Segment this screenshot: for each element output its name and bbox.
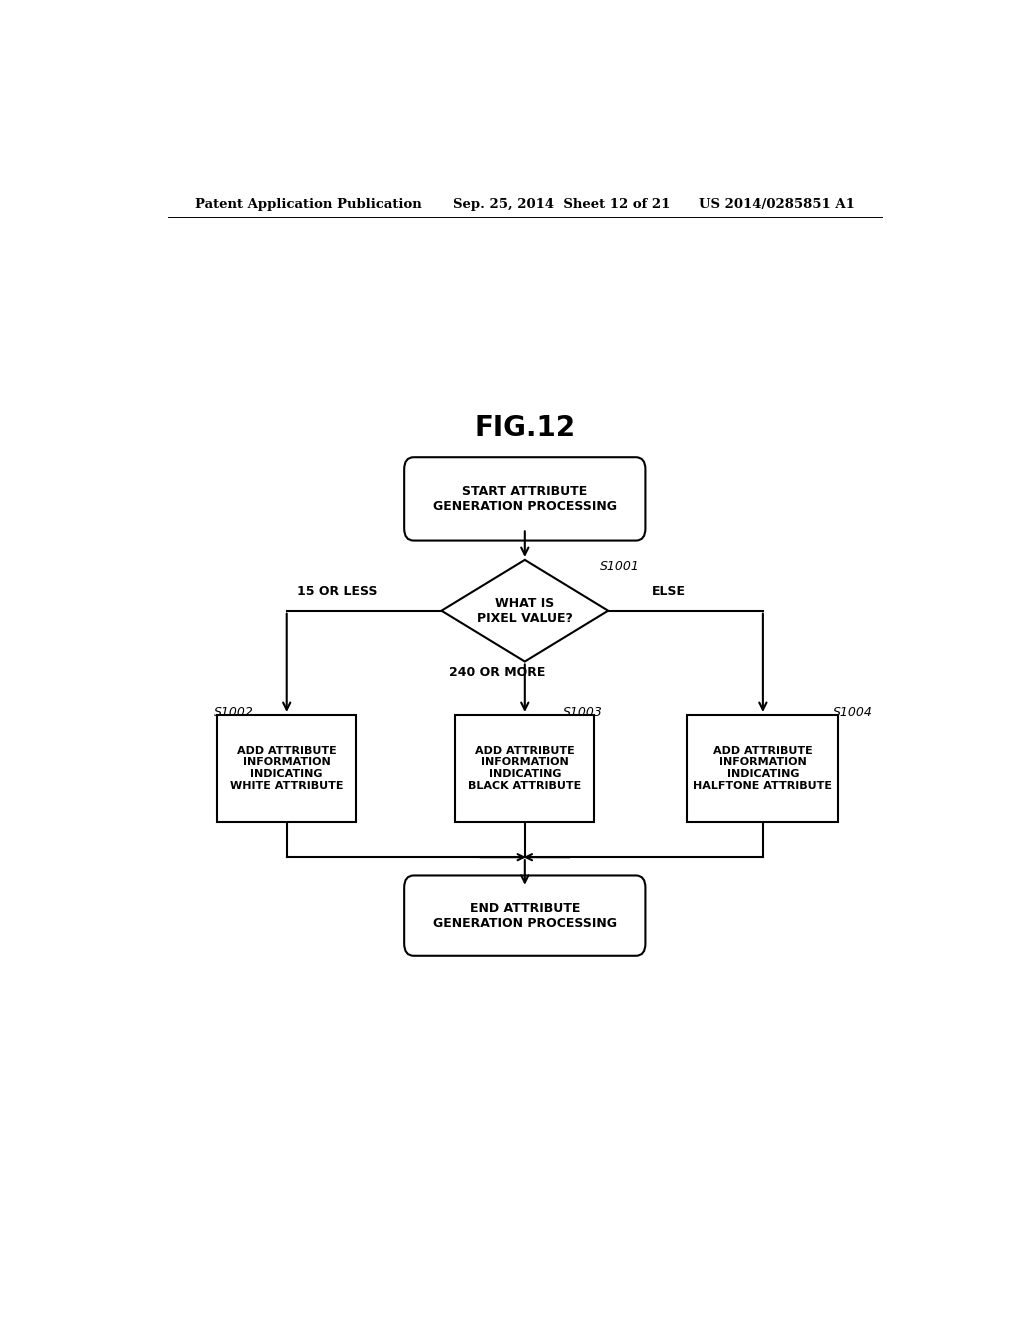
Text: Patent Application Publication: Patent Application Publication [196, 198, 422, 211]
Text: FIG.12: FIG.12 [474, 413, 575, 442]
Text: START ATTRIBUTE
GENERATION PROCESSING: START ATTRIBUTE GENERATION PROCESSING [433, 484, 616, 513]
Polygon shape [441, 560, 608, 661]
FancyBboxPatch shape [404, 457, 645, 541]
Bar [687, 715, 839, 821]
Text: US 2014/0285851 A1: US 2014/0285851 A1 [699, 198, 855, 211]
Text: END ATTRIBUTE
GENERATION PROCESSING: END ATTRIBUTE GENERATION PROCESSING [433, 902, 616, 929]
Text: S1004: S1004 [833, 706, 872, 719]
Text: ELSE: ELSE [652, 585, 686, 598]
Text: Sep. 25, 2014  Sheet 12 of 21: Sep. 25, 2014 Sheet 12 of 21 [454, 198, 671, 211]
Text: 240 OR MORE: 240 OR MORE [450, 667, 546, 680]
Bar [456, 715, 594, 821]
Text: S1003: S1003 [563, 706, 603, 719]
Text: ADD ATTRIBUTE
INFORMATION
INDICATING
HALFTONE ATTRIBUTE: ADD ATTRIBUTE INFORMATION INDICATING HAL… [693, 746, 833, 791]
Text: S1002: S1002 [214, 706, 254, 719]
Text: 15 OR LESS: 15 OR LESS [298, 585, 378, 598]
Bar [217, 715, 356, 821]
FancyBboxPatch shape [404, 875, 645, 956]
Text: ADD ATTRIBUTE
INFORMATION
INDICATING
WHITE ATTRIBUTE: ADD ATTRIBUTE INFORMATION INDICATING WHI… [230, 746, 343, 791]
Text: ADD ATTRIBUTE
INFORMATION
INDICATING
BLACK ATTRIBUTE: ADD ATTRIBUTE INFORMATION INDICATING BLA… [468, 746, 582, 791]
Text: S1001: S1001 [600, 561, 640, 573]
Text: WHAT IS
PIXEL VALUE?: WHAT IS PIXEL VALUE? [477, 597, 572, 624]
